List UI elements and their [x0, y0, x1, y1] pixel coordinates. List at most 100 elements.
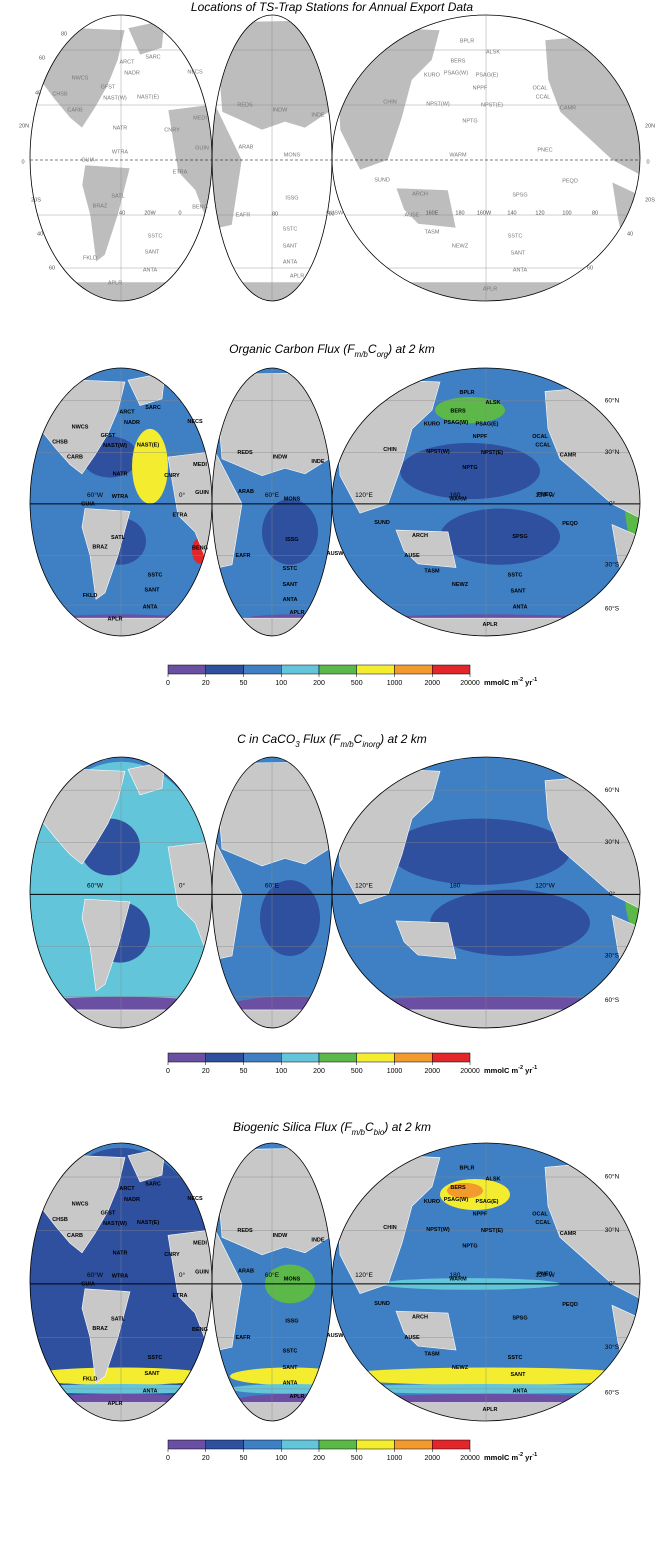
colorbar-segment: [432, 1439, 471, 1450]
latitude-label: 20S: [645, 197, 655, 203]
province-label: MONS: [284, 497, 301, 503]
land: [81, 1288, 131, 1384]
map: [25, 10, 645, 310]
province-label: SPSG: [512, 1315, 527, 1321]
flux-zone: [132, 428, 168, 504]
longitude-label: 100: [562, 210, 571, 216]
province-label: INDE: [311, 112, 324, 118]
province-label: FKLD: [83, 255, 97, 261]
title-part: ) at 2 km: [386, 342, 435, 356]
province-label: NAST(E): [137, 442, 159, 448]
colorbar-tick-label: 100: [275, 680, 287, 687]
province-label: INDW: [273, 107, 288, 113]
colorbar-segment: [394, 664, 433, 675]
province-label: KURO: [424, 1199, 441, 1205]
latitude-label: 0°: [609, 500, 616, 508]
title-part: m/b: [355, 350, 369, 359]
province-label: MONS: [284, 152, 301, 158]
province-label: MEDI: [193, 115, 207, 121]
province-label: REDS: [237, 102, 253, 108]
colorbar-tick-label: 20: [202, 1068, 210, 1075]
colorbar-tick-label: 2000: [424, 680, 440, 687]
province-label: WTRA: [112, 1274, 129, 1280]
province-label: PSAG(E): [476, 72, 499, 78]
province-label: NADR: [124, 70, 140, 76]
longitude-label: 120°E: [355, 491, 373, 499]
province-label: NPPF: [473, 434, 488, 440]
colorbar-segment: [281, 1439, 320, 1450]
colorbar-unit: mmolC m-2 yr-1: [484, 677, 537, 687]
province-label: NEWZ: [452, 582, 469, 588]
province-label: APLR: [290, 1394, 305, 1400]
province-label: AUSE: [404, 553, 420, 559]
land: [30, 1009, 640, 1028]
province-label: ETRA: [173, 513, 188, 519]
title-part: Biogenic Silica Flux (F: [233, 1120, 352, 1134]
unit-part: -1: [532, 677, 537, 683]
province-label: INDE: [311, 459, 324, 465]
province-label: BRAZ: [93, 203, 108, 209]
colorbar-tick-label: 200: [313, 1455, 325, 1462]
land: [167, 451, 243, 570]
land: [81, 164, 131, 263]
province-label: ANTA: [283, 1381, 298, 1387]
map-title: C in CaCO3 Flux (Fm/bCinorg) at 2 km: [237, 732, 427, 748]
province-label: GUIA: [81, 157, 95, 163]
province-label: ARCT: [119, 1186, 135, 1192]
province-label: SARC: [145, 405, 161, 411]
province-label: SSTC: [148, 572, 163, 578]
province-label: NAST(E): [137, 1220, 159, 1226]
colorbar-segment: [167, 1052, 206, 1063]
colorbar-segment: [356, 664, 395, 675]
province-label: CHSB: [52, 439, 68, 445]
unit-part: -2: [518, 1452, 523, 1458]
longitude-label: 180: [455, 210, 464, 216]
province-label: AUSW: [327, 210, 344, 216]
map: [25, 1138, 645, 1430]
colorbar-tick-label: 20000: [460, 1455, 480, 1462]
land: [81, 898, 131, 992]
unit-part: -1: [532, 1065, 537, 1071]
unit-part: -1: [532, 1452, 537, 1458]
province-label: SANT: [145, 249, 160, 255]
province-label: ARAB: [239, 144, 254, 150]
land: [395, 1310, 457, 1351]
longitude-label: 160E: [426, 210, 439, 216]
latitude-label: 30°S: [605, 952, 620, 960]
longitude-label: 80: [592, 210, 598, 216]
colorbar-segment: [205, 1052, 244, 1063]
province-label: CCAL: [535, 1220, 551, 1226]
colorbar-segment: [243, 1439, 282, 1450]
colorbar-tick-label: 0: [166, 680, 170, 687]
province-label: NPST(E): [481, 102, 503, 108]
latitude-label: 60°S: [605, 996, 620, 1004]
longitude-label: 60°E: [265, 1271, 280, 1279]
province-label: NPPF: [473, 85, 488, 91]
province-label: NPPF: [473, 1211, 488, 1217]
province-label: NWCS: [72, 424, 89, 430]
map-title: Locations of TS-Trap Stations for Annual…: [191, 0, 473, 14]
province-label: PEQD: [562, 521, 578, 527]
latitude-label: 30°N: [605, 1226, 620, 1234]
title-part: Organic Carbon Flux (F: [229, 342, 355, 356]
latitude-label: 60: [587, 265, 593, 271]
longitude-label: 20W: [144, 210, 156, 216]
colorbar-segment: [394, 1439, 433, 1450]
title-part: m/b: [340, 740, 354, 749]
province-label: APLR: [108, 617, 123, 623]
latitude-label: 60: [39, 55, 45, 61]
province-label: NAST(E): [137, 94, 159, 100]
province-label: NATR: [113, 125, 128, 131]
colorbar-tick-label: 50: [240, 1068, 248, 1075]
province-label: BENG: [192, 545, 208, 551]
latitude-label: 60°S: [605, 1389, 620, 1397]
province-label: TASM: [424, 569, 440, 575]
province-label: OCAL: [532, 1211, 548, 1217]
province-label: APLR: [483, 286, 497, 292]
province-label: SSTC: [283, 226, 298, 232]
latitude-label: 40: [35, 90, 41, 96]
colorbar-tick-label: 2000: [424, 1068, 440, 1075]
latitude-label: 20N: [19, 123, 29, 129]
